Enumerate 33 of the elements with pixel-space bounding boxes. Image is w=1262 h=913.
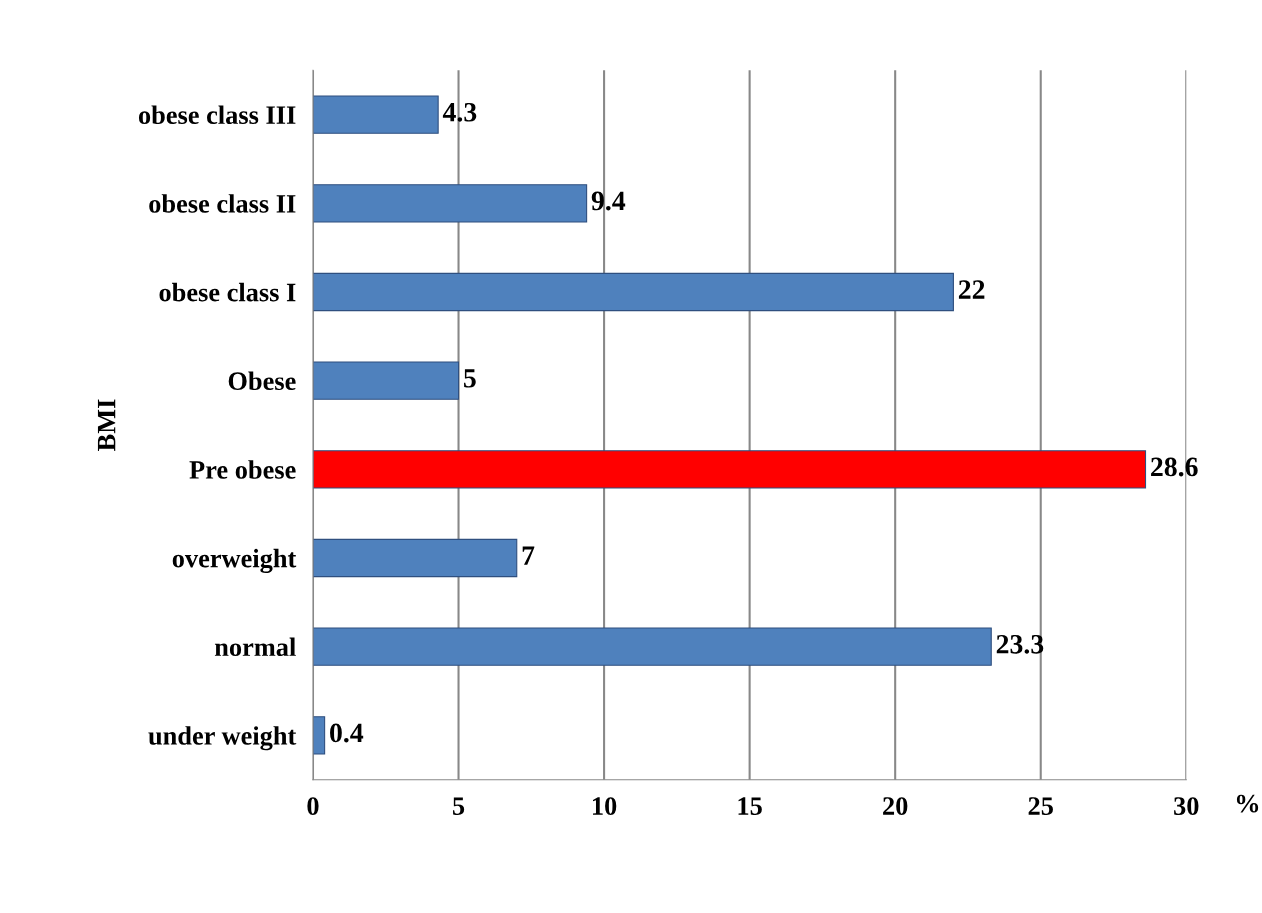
x-axis-title: % xyxy=(1236,794,1259,813)
x-tick-label: 5 xyxy=(452,797,465,815)
y-tick-label: under weight xyxy=(148,726,297,751)
data-label: 23.3 xyxy=(996,634,1044,654)
bar xyxy=(312,95,439,134)
bar xyxy=(312,361,460,400)
data-label: 7 xyxy=(522,546,535,565)
x-tick-label: 10 xyxy=(593,797,617,815)
x-tick-label: 25 xyxy=(1028,797,1053,815)
bar xyxy=(312,272,954,312)
data-label: 22 xyxy=(958,280,985,299)
x-tick-label: 0 xyxy=(307,797,319,815)
data-label: 5 xyxy=(464,369,476,388)
bar xyxy=(312,450,1147,489)
x-tick-label: 15 xyxy=(738,797,762,815)
y-tick-label: overweight xyxy=(172,548,297,573)
y-tick-label: obese class III xyxy=(138,105,296,125)
data-label: 4.3 xyxy=(442,102,477,122)
bar xyxy=(312,716,326,755)
bar xyxy=(312,538,518,578)
x-tick-label: 30 xyxy=(1174,797,1199,815)
y-tick-label: Pre obese xyxy=(189,460,296,479)
y-tick-label: obese class II xyxy=(149,194,296,213)
y-tick-label: Obese xyxy=(228,371,296,391)
bar xyxy=(312,184,588,223)
y-tick-label: obese class I xyxy=(159,282,296,302)
bar xyxy=(312,627,992,666)
data-label: 28.6 xyxy=(1151,457,1198,477)
data-label: 9.4 xyxy=(591,191,626,211)
x-tick-label: 20 xyxy=(883,797,908,815)
y-tick-label: normal xyxy=(214,637,296,657)
y-axis-title: BMI xyxy=(97,399,116,451)
data-label: 0.4 xyxy=(330,723,364,743)
